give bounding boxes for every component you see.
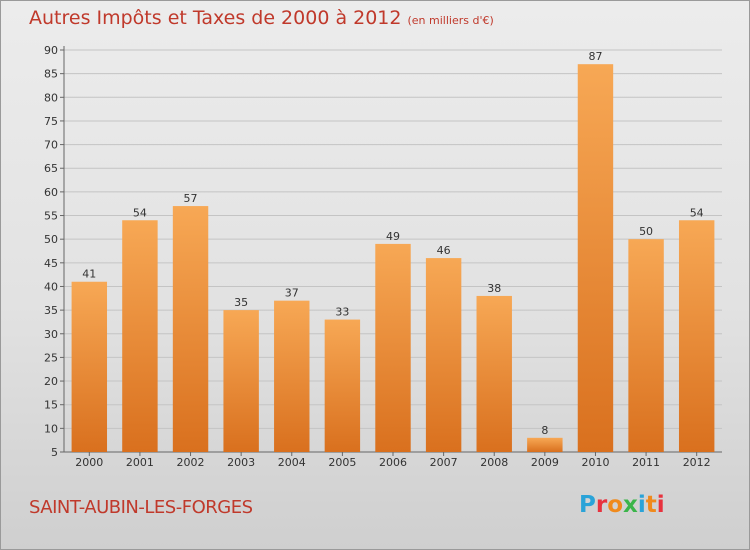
chart-title: Autres Impôts et Taxes de 2000 à 2012 (en…: [29, 7, 494, 29]
y-tick-label: 35: [44, 304, 58, 317]
x-tick-label: 2011: [632, 456, 660, 469]
bar-2011: [628, 239, 664, 452]
y-tick-label: 45: [44, 257, 58, 270]
chart-unit: (en milliers d'€): [407, 14, 494, 27]
x-tick-label: 2000: [75, 456, 103, 469]
data-label-2009: 8: [541, 424, 548, 437]
data-label-2008: 38: [487, 282, 501, 295]
y-tick-label: 15: [44, 399, 58, 412]
proxiti-logo: Proxiti: [579, 492, 665, 518]
bar-2001: [122, 220, 158, 452]
data-label-2003: 35: [234, 296, 248, 309]
y-tick-label: 20: [44, 375, 58, 388]
x-tick-label: 2009: [531, 456, 559, 469]
bar-2007: [425, 258, 462, 452]
y-tick-label: 50: [44, 233, 58, 246]
bar-2010: [577, 64, 614, 452]
data-label-2005: 33: [335, 306, 349, 319]
y-tick-label: 75: [44, 115, 58, 128]
y-tick-label: 55: [44, 210, 58, 223]
x-tick-label: 2001: [126, 456, 154, 469]
data-label-2012: 54: [690, 206, 704, 219]
bar-2002: [172, 206, 209, 452]
data-label-2007: 46: [437, 244, 451, 257]
x-tick-label: 2008: [480, 456, 508, 469]
y-tick-label: 30: [44, 328, 58, 341]
chart-title-text: Autres Impôts et Taxes de 2000 à 2012: [29, 7, 402, 29]
commune-name: SAINT-AUBIN-LES-FORGES: [29, 497, 253, 518]
data-label-2010: 87: [588, 50, 602, 63]
data-label-2002: 57: [184, 192, 198, 205]
x-tick-label: 2006: [379, 456, 407, 469]
y-tick-label: 5: [51, 446, 58, 459]
y-tick-label: 80: [44, 91, 58, 104]
data-label-2011: 50: [639, 225, 653, 238]
bar-2003: [223, 310, 259, 452]
y-tick-label: 25: [44, 351, 58, 364]
bar-2006: [375, 243, 411, 452]
y-tick-label: 40: [44, 280, 58, 293]
bar-2005: [324, 319, 361, 452]
data-label-2000: 41: [82, 268, 96, 281]
x-tick-label: 2005: [328, 456, 356, 469]
x-tick-label: 2007: [430, 456, 458, 469]
data-labels: 41 54 57 35 37 33 49 46 38 8 87 50 54: [82, 50, 703, 437]
bar-2000: [71, 281, 108, 452]
bar-2009: [527, 437, 563, 452]
y-tick-label: 90: [44, 44, 58, 57]
y-tick-label: 70: [44, 139, 58, 152]
bar-2008: [476, 295, 512, 452]
x-tick-label: 2012: [683, 456, 711, 469]
x-tick-label: 2002: [177, 456, 205, 469]
bar-2012: [678, 220, 715, 452]
bars: [71, 64, 715, 452]
bar-2004: [274, 300, 310, 452]
data-label-2006: 49: [386, 230, 400, 243]
y-tick-label: 60: [44, 186, 58, 199]
y-tick-labels: 5 10 15 20 25 30 35 40 45 50 55 60 65 70 75 80 85 90: [44, 44, 58, 459]
x-tick-label: 2003: [227, 456, 255, 469]
x-tick-label: 2004: [278, 456, 306, 469]
data-label-2001: 54: [133, 206, 147, 219]
data-label-2004: 37: [285, 287, 299, 300]
y-tick-label: 85: [44, 68, 58, 81]
y-tick-label: 10: [44, 422, 58, 435]
y-tick-label: 65: [44, 162, 58, 175]
x-tick-labels: 2000 2001 2002 2003 2004 2005 2006 2007 2008 2009…: [75, 456, 710, 469]
x-tick-label: 2010: [581, 456, 609, 469]
